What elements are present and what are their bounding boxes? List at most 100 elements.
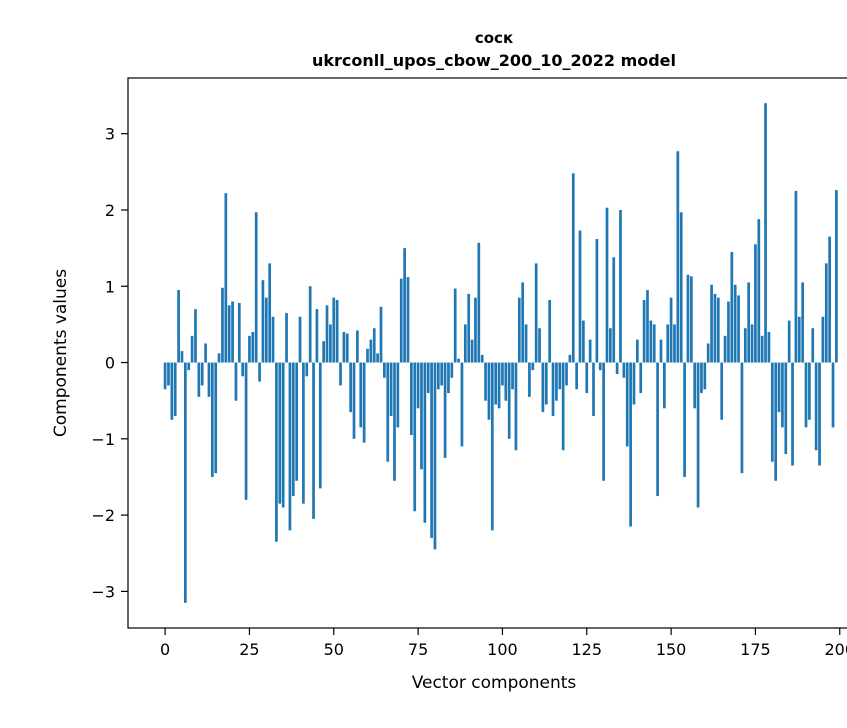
bar bbox=[285, 312, 288, 363]
bar bbox=[386, 362, 390, 462]
bar bbox=[207, 362, 211, 397]
bar bbox=[349, 362, 352, 413]
y-tick-label: 1 bbox=[105, 277, 115, 296]
bar bbox=[683, 362, 686, 477]
bar bbox=[295, 362, 299, 481]
bar bbox=[170, 362, 174, 420]
bar bbox=[676, 151, 680, 363]
bar bbox=[727, 301, 730, 363]
bar bbox=[754, 244, 757, 363]
bar bbox=[521, 282, 525, 363]
bar bbox=[743, 328, 747, 363]
bar bbox=[689, 276, 693, 363]
bar bbox=[507, 362, 511, 439]
bar bbox=[797, 316, 801, 363]
bar bbox=[480, 354, 484, 363]
bar bbox=[372, 328, 376, 363]
bar bbox=[318, 362, 322, 489]
bar bbox=[322, 341, 325, 363]
bar bbox=[221, 287, 224, 363]
bar bbox=[561, 362, 565, 451]
bar bbox=[598, 362, 602, 371]
y-tick-label: −3 bbox=[91, 582, 115, 601]
bar bbox=[399, 278, 403, 363]
bar bbox=[639, 362, 643, 394]
bar bbox=[740, 362, 744, 474]
bar bbox=[426, 362, 430, 394]
bar bbox=[609, 328, 612, 363]
bar bbox=[200, 362, 204, 386]
bar bbox=[666, 324, 670, 363]
bar bbox=[538, 328, 541, 363]
plot-area: 0 25 50 75 100 125 150 175 200 −3 −2 −1 0 1 2 3 bbox=[91, 77, 847, 659]
bar bbox=[197, 362, 201, 397]
bar bbox=[585, 362, 589, 394]
bar bbox=[652, 324, 656, 363]
bar bbox=[716, 297, 720, 363]
bar bbox=[578, 230, 582, 363]
bar bbox=[308, 286, 312, 363]
bar bbox=[410, 362, 413, 436]
bar bbox=[177, 290, 180, 363]
bar bbox=[733, 284, 737, 363]
bar bbox=[730, 251, 734, 363]
bar bbox=[828, 236, 831, 363]
bar bbox=[723, 335, 727, 363]
bar bbox=[514, 362, 518, 451]
bar bbox=[396, 362, 400, 428]
bar bbox=[636, 339, 639, 363]
bar bbox=[463, 324, 467, 363]
bar bbox=[568, 354, 572, 363]
bar bbox=[234, 362, 238, 401]
bar bbox=[649, 320, 653, 363]
bar bbox=[450, 362, 454, 378]
bar bbox=[210, 362, 214, 477]
bar bbox=[605, 207, 609, 363]
chart-title-word: соск bbox=[475, 29, 513, 47]
bar bbox=[224, 193, 228, 363]
y-tick-label: 2 bbox=[105, 201, 115, 220]
y-tick-label: −2 bbox=[91, 506, 115, 525]
bar bbox=[504, 362, 508, 401]
y-tick-label: 3 bbox=[105, 125, 115, 144]
y-axis-label: Components values bbox=[51, 269, 71, 437]
bars bbox=[163, 103, 838, 603]
bar bbox=[342, 332, 346, 363]
bar bbox=[264, 297, 268, 363]
y-tick-label: −1 bbox=[91, 430, 115, 449]
bar bbox=[312, 362, 315, 519]
bar bbox=[275, 362, 278, 542]
x-tick-label: 150 bbox=[656, 640, 687, 659]
bar bbox=[801, 282, 805, 363]
bar bbox=[588, 339, 592, 363]
bar bbox=[345, 333, 349, 363]
bar bbox=[470, 339, 474, 363]
bar bbox=[436, 362, 440, 390]
bar bbox=[686, 274, 690, 363]
bar bbox=[258, 362, 261, 382]
bar bbox=[541, 362, 545, 413]
bar bbox=[298, 316, 302, 363]
bar bbox=[781, 362, 784, 428]
bar bbox=[534, 263, 538, 363]
bar bbox=[291, 362, 295, 497]
axes-frame bbox=[127, 77, 847, 629]
bar bbox=[784, 362, 788, 455]
x-tick-label: 175 bbox=[740, 640, 771, 659]
bar bbox=[710, 284, 713, 363]
bar bbox=[477, 242, 481, 363]
bar bbox=[548, 299, 552, 363]
bar bbox=[706, 343, 710, 363]
bar bbox=[352, 362, 356, 439]
bar bbox=[453, 288, 457, 363]
bar bbox=[254, 212, 258, 363]
chart-title-model: ukrconll_upos_cbow_200_10_2022 model bbox=[312, 51, 676, 70]
bar bbox=[757, 219, 761, 363]
bar bbox=[214, 362, 218, 474]
bar bbox=[612, 257, 616, 363]
bar bbox=[366, 348, 369, 363]
bar bbox=[261, 280, 265, 363]
bar bbox=[180, 351, 184, 363]
bar bbox=[217, 353, 221, 363]
bar bbox=[818, 362, 821, 466]
